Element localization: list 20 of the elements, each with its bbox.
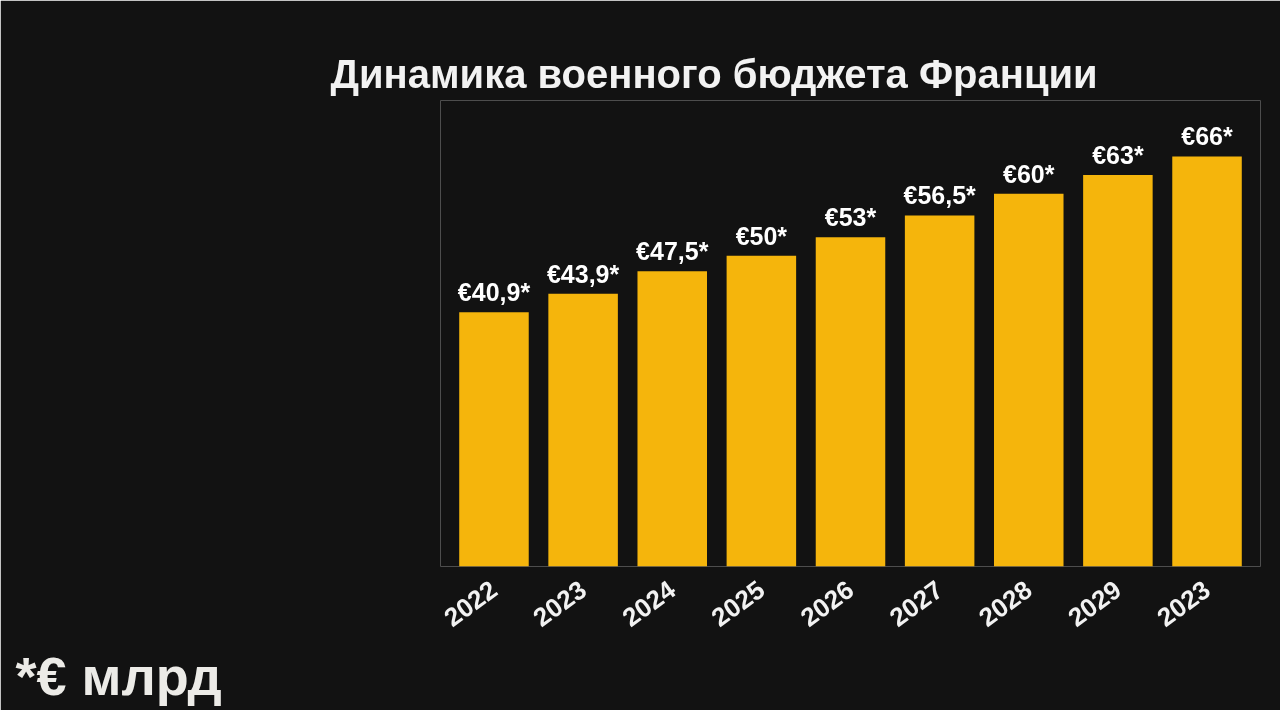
data-label: €53* [824,203,877,232]
data-label: €47,5* [636,237,709,266]
data-label: €63* [1092,141,1144,170]
data-label: €60* [1003,159,1055,188]
bar [1172,156,1242,567]
bar [994,193,1064,567]
bar [548,293,618,567]
data-label: €50* [735,221,788,250]
bar [904,215,975,567]
bar [459,312,529,567]
data-label: €43,9* [546,259,620,288]
bar [1083,175,1153,567]
data-label: €56,5* [903,181,977,210]
text: *€ млрд [15,645,222,706]
data-label: €66* [1181,122,1234,151]
data-label: €40,9* [457,278,531,307]
bar [815,237,886,567]
bar [726,255,797,567]
chart-title: Динамика военного бюджета Франции [330,51,1098,96]
bar [637,271,707,567]
